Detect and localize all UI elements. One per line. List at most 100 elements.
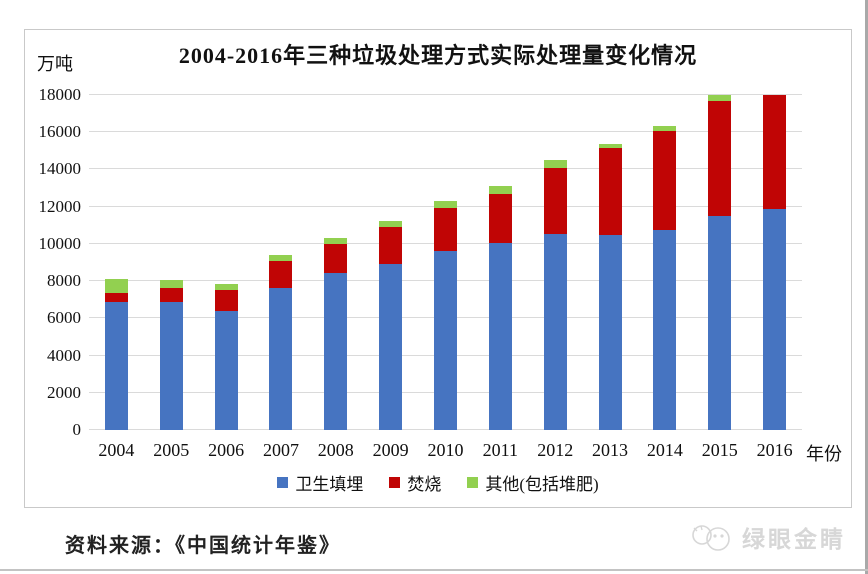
y-tick-label-18000: 18000 (38, 85, 82, 104)
bar-2012 (543, 95, 567, 430)
bar-segment-2011-其他(包括堆肥) (488, 186, 512, 195)
bar-segment-2015-卫生填埋 (708, 216, 732, 430)
bar-segment-2008-焚烧 (324, 244, 348, 274)
bar-segment-2004-卫生填埋 (104, 301, 128, 430)
gridline-14000 (89, 168, 802, 170)
y-tick-label-4000: 4000 (47, 345, 81, 365)
bar-segment-2013-其他(包括堆肥) (598, 143, 622, 149)
plot-area (89, 94, 802, 430)
bar-segment-2008-卫生填埋 (324, 273, 348, 430)
legend-swatch-incineration (389, 477, 401, 488)
x-tick-label-2007: 2007 (262, 440, 299, 460)
data-source-note: 资料来源：《中国统计年鉴》 (65, 535, 341, 557)
watermark: 绿眼金睛 (688, 520, 846, 554)
page-right-border (865, 0, 868, 574)
bar-segment-2010-其他(包括堆肥) (434, 201, 457, 209)
bar-segment-2007-焚烧 (269, 261, 293, 288)
watermark-text: 绿眼金睛 (742, 527, 846, 552)
x-tick-label-2006: 2006 (208, 440, 245, 460)
bar-2004 (104, 95, 128, 430)
y-tick-label-12000: 12000 (38, 196, 82, 216)
bar-segment-2014-其他(包括堆肥) (653, 126, 677, 131)
bar-segment-2013-焚烧 (598, 148, 622, 235)
legend-label-landfill: 卫生填埋 (295, 475, 364, 494)
bar-segment-2006-其他(包括堆肥) (214, 284, 238, 290)
legend-item-other: 其他(包括堆肥) (467, 470, 599, 495)
chart-legend: 卫生填埋 焚烧 其他(包括堆肥) (25, 470, 851, 495)
bar-segment-2005-焚烧 (159, 287, 183, 303)
x-tick-label-2016: 2016 (756, 440, 793, 460)
bar-segment-2011-卫生填埋 (488, 242, 512, 430)
bar-2006 (214, 95, 238, 430)
y-axis-unit-label: 万吨 (37, 54, 73, 74)
page-bottom-border (0, 569, 868, 571)
bar-2011 (488, 95, 512, 430)
bar-segment-2004-焚烧 (104, 293, 128, 302)
x-tick-label-2013: 2013 (592, 440, 629, 460)
y-axis: 0 2000 4000 6000 8000 10000 12000 14000 16000 180… (25, 86, 82, 439)
legend-swatch-landfill (277, 477, 289, 488)
bar-segment-2007-卫生填埋 (269, 287, 293, 430)
x-axis: 2004 2005 2006 2007 2008 2009 2010 2011 2012 2013… (89, 440, 802, 462)
y-tick-label-10000: 10000 (38, 233, 82, 253)
bar-segment-2012-卫生填埋 (543, 234, 567, 430)
bar-segment-2016-焚烧 (763, 95, 787, 210)
legend-item-landfill: 卫生填埋 (277, 470, 363, 495)
x-tick-label-2015: 2015 (701, 440, 738, 460)
legend-item-incineration: 焚烧 (389, 470, 441, 495)
bar-2015 (708, 95, 732, 430)
chart-panel: 2004-2016年三种垃圾处理方式实际处理量变化情况 万吨 0 2000 4000… (24, 29, 852, 508)
gridline-16000 (89, 131, 802, 133)
bar-segment-2016-卫生填埋 (763, 209, 787, 430)
x-tick-label-2010: 2010 (427, 440, 464, 460)
bar-segment-2005-其他(包括堆肥) (159, 280, 183, 288)
bar-segment-2004-其他(包括堆肥) (104, 279, 128, 294)
watermark-logo-icon (692, 525, 730, 551)
legend-label-incineration: 焚烧 (407, 475, 442, 494)
bar-segment-2007-其他(包括堆肥) (269, 254, 293, 262)
gridline-18000 (89, 94, 802, 95)
y-tick-label-2000: 2000 (47, 382, 81, 402)
bar-segment-2005-卫生填埋 (159, 302, 183, 430)
bar-segment-2015-其他(包括堆肥) (708, 95, 732, 102)
bar-segment-2009-卫生填埋 (379, 264, 403, 430)
x-tick-label-2011: 2011 (482, 440, 519, 460)
y-tick-label-8000: 8000 (47, 271, 81, 291)
bar-segment-2006-卫生填埋 (214, 310, 238, 430)
bar-segment-2006-焚烧 (214, 289, 238, 311)
bar-segment-2012-其他(包括堆肥) (543, 160, 567, 168)
bar-segment-2010-卫生填埋 (434, 251, 457, 430)
bar-segment-2011-焚烧 (488, 194, 512, 243)
bar-segment-2012-焚烧 (543, 167, 567, 235)
bar-2010 (434, 95, 457, 430)
bar-2013 (598, 95, 622, 430)
bar-2007 (269, 95, 293, 430)
y-tick-label-0: 0 (72, 420, 82, 439)
legend-swatch-other (467, 477, 479, 488)
x-tick-label-2004: 2004 (98, 440, 135, 460)
bar-2005 (159, 95, 183, 430)
bar-2016 (763, 95, 787, 430)
bar-segment-2013-卫生填埋 (598, 234, 622, 430)
bar-segment-2009-焚烧 (379, 226, 403, 265)
bar-2014 (653, 95, 677, 430)
x-tick-label-2009: 2009 (372, 440, 409, 460)
bar-segment-2010-焚烧 (434, 208, 457, 252)
y-tick-label-14000: 14000 (38, 159, 82, 179)
bar-2008 (324, 95, 348, 430)
bar-segment-2008-其他(包括堆肥) (324, 238, 348, 245)
x-axis-unit-label: 年份 (806, 444, 842, 464)
bar-segment-2009-其他(包括堆肥) (379, 220, 403, 227)
bar-segment-2015-焚烧 (708, 101, 732, 217)
y-tick-label-6000: 6000 (47, 308, 81, 328)
chart-title: 2004-2016年三种垃圾处理方式实际处理量变化情况 (178, 43, 698, 68)
x-tick-label-2005: 2005 (153, 440, 190, 460)
bar-segment-2014-焚烧 (653, 130, 677, 231)
y-tick-label-16000: 16000 (38, 122, 82, 142)
bar-2009 (379, 95, 403, 430)
legend-label-other: 其他(包括堆肥) (485, 475, 599, 494)
x-tick-label-2012: 2012 (537, 440, 574, 460)
bar-segment-2014-卫生填埋 (653, 230, 677, 430)
x-tick-label-2014: 2014 (646, 440, 683, 460)
